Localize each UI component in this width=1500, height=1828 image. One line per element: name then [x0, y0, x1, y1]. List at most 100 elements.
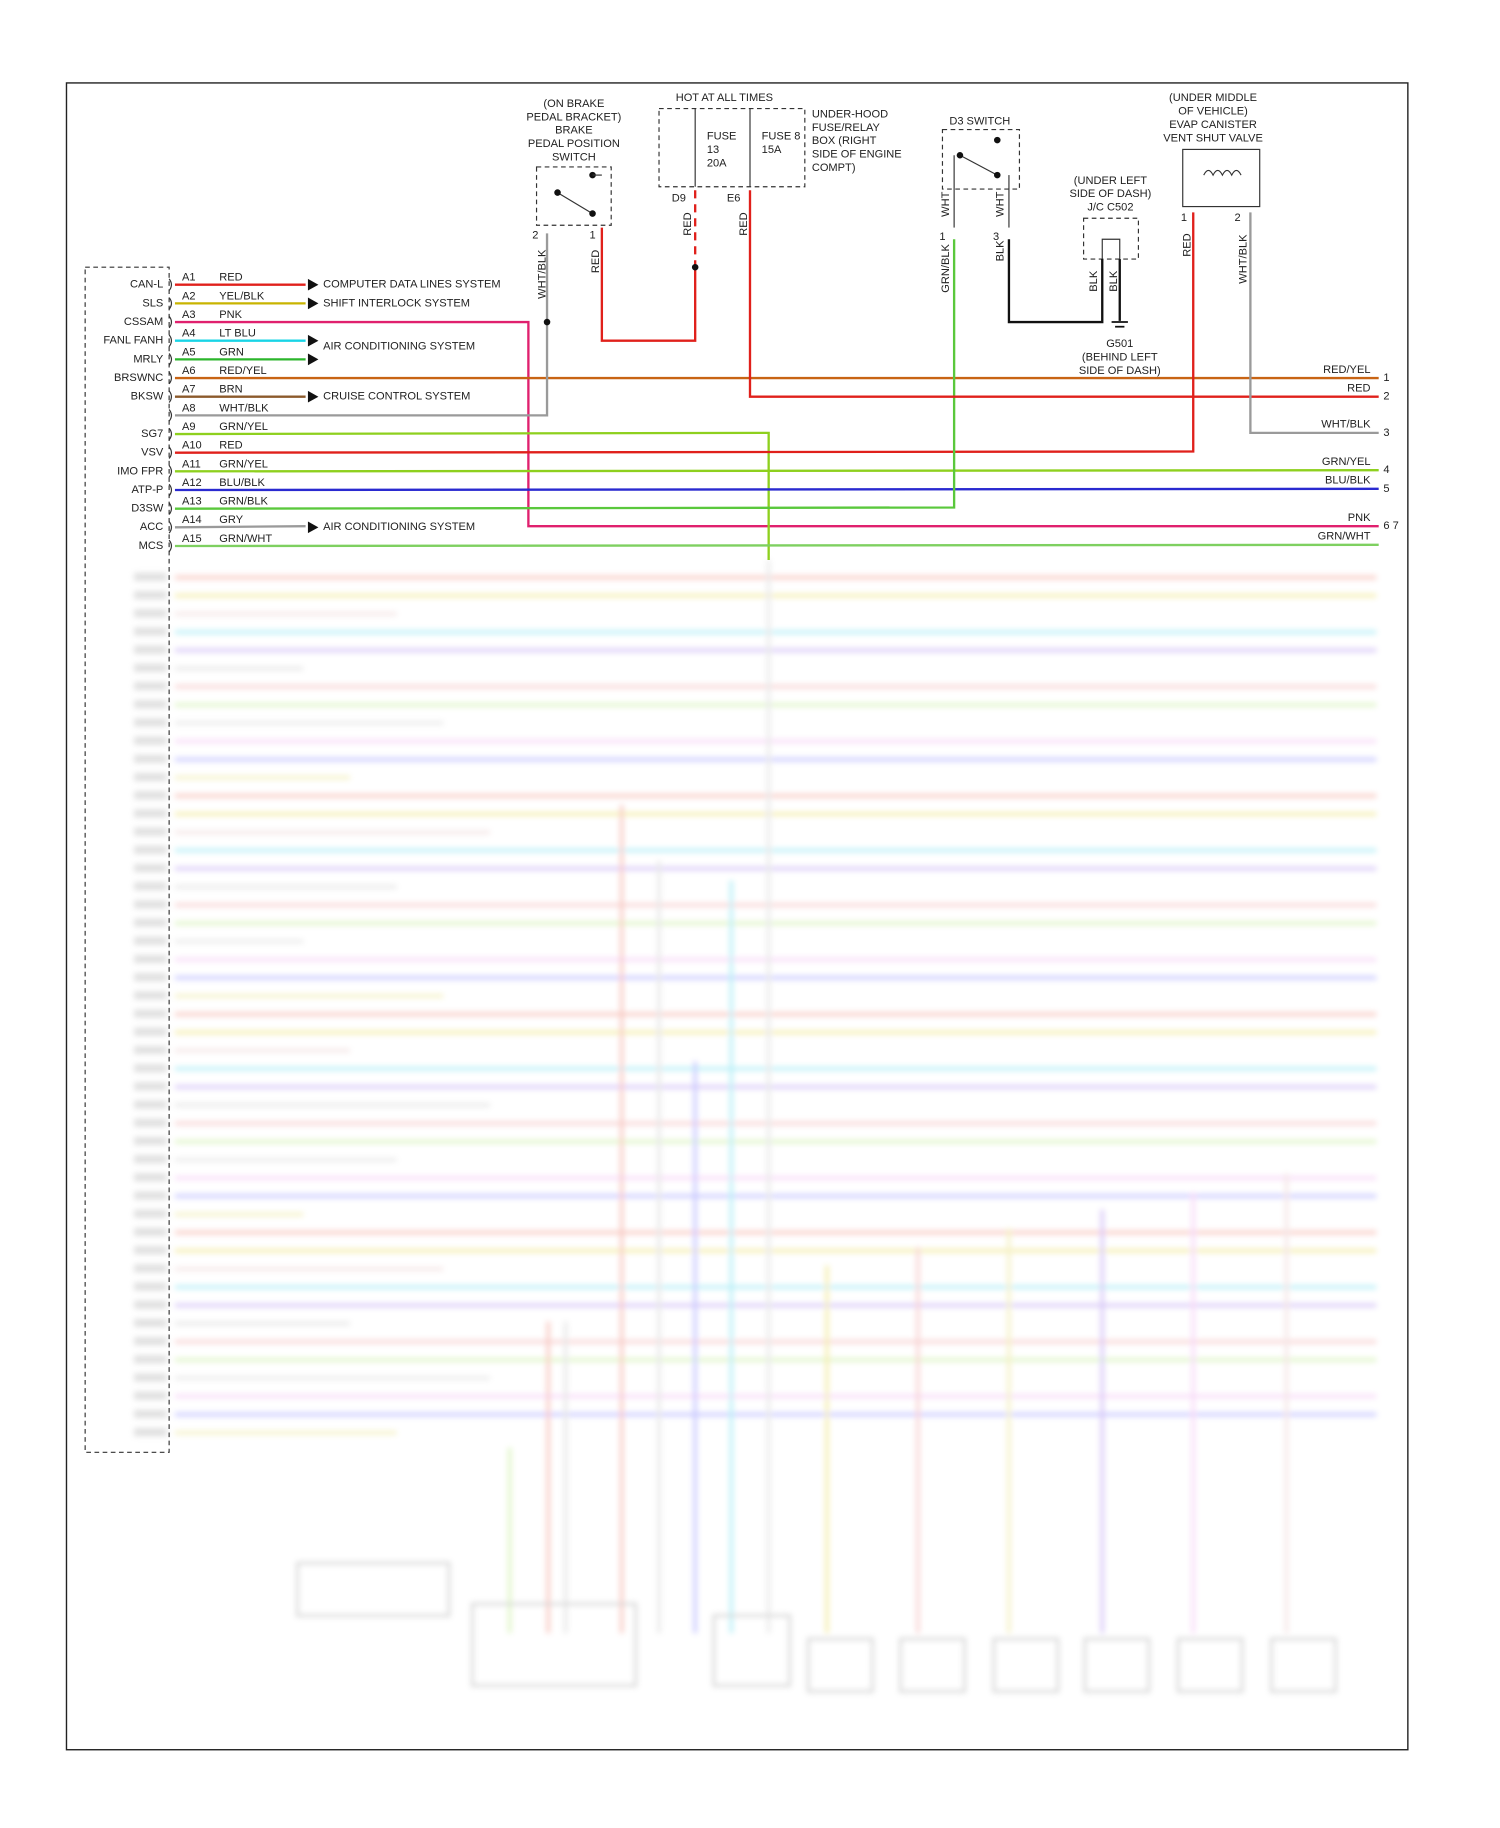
- wire: [174, 543, 1379, 548]
- wire: [174, 469, 1379, 473]
- wire: [1249, 212, 1379, 435]
- wire-label: GRN/YEL: [219, 421, 268, 433]
- component-label: (ON BRAKE: [543, 98, 604, 110]
- blurred-text: [134, 1209, 167, 1218]
- splice: [554, 189, 561, 196]
- junction-bar: [1101, 238, 1121, 260]
- terminal-wire-label: GRN/WHT: [1318, 531, 1371, 543]
- pin-bracket: [168, 502, 173, 515]
- component-label: UNDER-HOOD: [812, 108, 888, 120]
- wire-label: GRN: [219, 346, 244, 358]
- component-label: (BEHIND LEFT: [1082, 352, 1158, 364]
- pin-bracket: [168, 539, 173, 553]
- wire-label: RED/YEL: [219, 365, 266, 377]
- wire: [600, 227, 697, 342]
- wire-label: WHT: [940, 191, 952, 216]
- component-label: EVAP CANISTER: [1169, 119, 1257, 131]
- blurred-component: [899, 1637, 966, 1693]
- pin-number: 3: [993, 231, 999, 243]
- blurred-text: [134, 954, 167, 964]
- pin-label: A14: [182, 514, 202, 526]
- wire: [174, 431, 770, 560]
- arrow: [307, 297, 319, 310]
- blurred-text: [134, 827, 167, 836]
- blurred-text: [134, 936, 167, 945]
- pin-number: 1: [1181, 212, 1187, 224]
- pin-label: A3: [182, 309, 196, 321]
- pin-bracket: [168, 521, 173, 534]
- blurred-text: [134, 1409, 167, 1419]
- blurred-text: [134, 700, 167, 709]
- pin-bracket: [168, 278, 173, 291]
- component-label: (UNDER MIDDLE: [1169, 92, 1257, 104]
- system-label: CRUISE CONTROL SYSTEM: [323, 391, 470, 403]
- wire-label: GRN/BLK: [219, 496, 268, 508]
- splice: [543, 318, 551, 326]
- component-label: FUSE/RELAY: [812, 122, 881, 134]
- signal-name: CAN-L: [130, 279, 163, 291]
- terminal-label: D9: [672, 192, 686, 204]
- blurred-text: [134, 918, 167, 927]
- blurred-text: [134, 1318, 167, 1328]
- blurred-component: [1083, 1637, 1151, 1693]
- component-label: J/C C502: [1087, 202, 1133, 214]
- wire-label: PNK: [219, 309, 242, 321]
- system-label: COMPUTER DATA LINES SYSTEM: [323, 279, 500, 291]
- frame: [65, 82, 1409, 1751]
- blurred-text: [134, 1282, 167, 1291]
- pin-label: A1: [182, 272, 196, 284]
- wire-label: RED: [682, 212, 694, 235]
- signal-name: CSSAM: [124, 316, 163, 328]
- pin-bracket: [168, 297, 173, 310]
- signal-name: VSV: [141, 447, 164, 459]
- component-label: OF VEHICLE): [1178, 105, 1248, 117]
- wire: [174, 320, 1379, 528]
- wire-label: YEL/BLK: [219, 290, 265, 302]
- component-label: SIDE OF ENGINE: [812, 149, 902, 161]
- system-label: AIR CONDITIONING SYSTEM: [323, 340, 475, 352]
- pin-bracket: [168, 409, 173, 422]
- arrow: [307, 521, 319, 534]
- blurred-text: [134, 645, 167, 654]
- terminal-wire-label: RED: [1347, 382, 1370, 394]
- signal-name: BKSW: [131, 391, 164, 403]
- blurred-text: [134, 845, 167, 854]
- blurred-text: [134, 663, 167, 672]
- arrow: [307, 353, 319, 366]
- blurred-text: [134, 1264, 167, 1273]
- switch-blade: [959, 154, 998, 176]
- wire-label: WHT/BLK: [219, 402, 269, 414]
- fuse-label: FUSE 8: [762, 131, 801, 143]
- pin-label: A2: [182, 290, 196, 302]
- terminal-number: 1: [1383, 372, 1389, 384]
- terminal-number: 6 7: [1383, 520, 1398, 532]
- signal-name: SLS: [142, 297, 163, 309]
- component-label: D3 SWITCH: [949, 115, 1010, 127]
- pin-bracket: [168, 390, 173, 403]
- blurred-text: [134, 863, 167, 873]
- splice: [589, 210, 596, 217]
- splice: [994, 171, 1001, 179]
- coil: [1203, 169, 1242, 177]
- pin-bracket: [168, 353, 173, 366]
- wire-label: RED: [1181, 233, 1193, 256]
- pin-bracket: [168, 427, 173, 441]
- terminal-number: 2: [1383, 391, 1389, 403]
- wire-label: WHT/BLK: [536, 249, 548, 299]
- wire: [174, 239, 956, 510]
- blurred-text: [134, 900, 167, 909]
- pin-label: A10: [182, 440, 202, 452]
- wire-label: RED: [590, 250, 602, 273]
- blurred-text: [134, 1300, 167, 1309]
- splice: [691, 263, 699, 271]
- pin-label: A6: [182, 365, 196, 377]
- terminal-number: 3: [1383, 427, 1389, 439]
- pin-bracket: [168, 465, 173, 478]
- wire-label: BLK: [995, 240, 1007, 262]
- fuse-label: FUSE: [707, 131, 737, 143]
- blurred-text: [134, 1155, 167, 1164]
- pin-label: A12: [182, 477, 202, 489]
- blurred-region: [134, 559, 1377, 1693]
- component-label: (UNDER LEFT: [1074, 175, 1147, 187]
